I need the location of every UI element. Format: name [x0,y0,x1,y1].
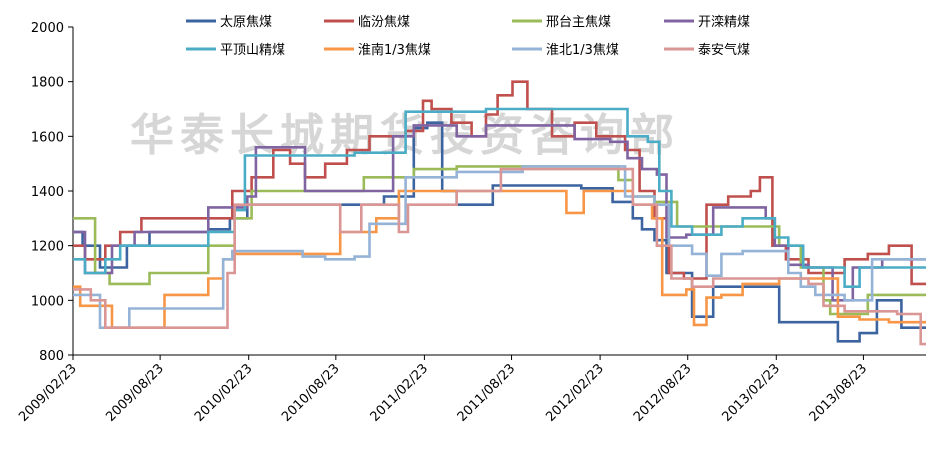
x-tick-label: 2009/02/23 [16,361,80,425]
legend-label: 临汾焦煤 [358,15,410,30]
legend-label: 平顶山精煤 [220,43,285,58]
x-tick-label: 2011/02/23 [368,361,432,425]
series-line [73,189,926,329]
series-line [73,80,926,286]
axes: 800 1000 1200 1400 1600 1800 2000 2009/02/23 200… [16,21,926,425]
y-tick-label: 1400 [31,185,64,200]
legend-label: 淮南1/3焦煤 [358,42,431,58]
x-tick-label: 2011/08/23 [455,361,519,425]
legend-label: 淮北1/3焦煤 [546,43,619,58]
x-tick-label: 2013/08/23 [807,361,871,425]
legend-label: 太原焦煤 [220,15,272,30]
x-tick-label: 2009/08/23 [103,361,167,425]
y-tick-label: 1200 [31,240,64,255]
y-tick-label: 2000 [31,21,64,36]
series-line [73,165,926,329]
x-tick-label: 2012/02/23 [543,361,607,425]
legend-label: 泰安气煤 [698,42,750,58]
y-tick-label: 800 [39,349,64,364]
x-tick-label: 2010/02/23 [192,361,256,425]
y-tick-label: 1600 [31,130,64,145]
x-tick-label: 2010/08/23 [279,361,343,425]
series-lines [73,80,926,346]
series-line [73,167,926,346]
series-line [73,165,926,316]
x-tick-label: 2013/02/23 [720,361,784,425]
y-tick-label: 1800 [31,76,64,91]
series-line [73,107,926,288]
x-tick-label: 2012/08/23 [631,361,695,425]
y-tick-label: 1000 [31,294,64,309]
legend-label: 开滦精煤 [698,14,750,30]
legend-label: 邢台主焦煤 [546,15,611,30]
